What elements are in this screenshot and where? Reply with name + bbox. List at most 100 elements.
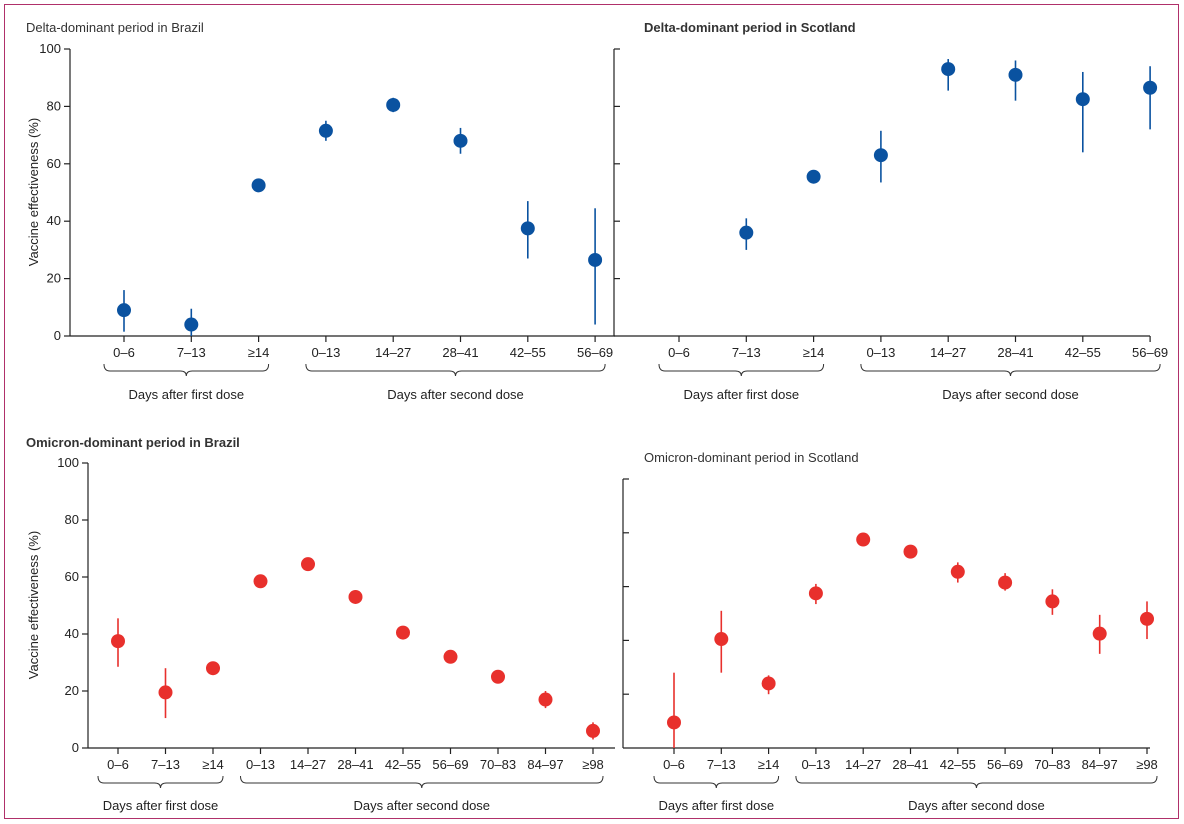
y-tick-label: 20 bbox=[65, 683, 79, 698]
data-point bbox=[251, 178, 266, 193]
x-tick-label: 28–41 bbox=[337, 757, 373, 772]
group-brace bbox=[795, 775, 1158, 789]
x-tick-label: 14–27 bbox=[375, 345, 411, 360]
data-point bbox=[588, 252, 603, 267]
data-point bbox=[443, 649, 458, 664]
data-point bbox=[1008, 67, 1023, 82]
data-point bbox=[714, 632, 729, 647]
x-tick-label: 28–41 bbox=[892, 757, 928, 772]
data-point bbox=[453, 133, 468, 148]
panel-title-omicron-scotland: Omicron-dominant period in Scotland bbox=[644, 450, 859, 465]
data-point bbox=[396, 625, 410, 640]
y-tick-label: 20 bbox=[47, 271, 61, 286]
data-point bbox=[856, 532, 871, 547]
x-tick-label: 56–69 bbox=[987, 757, 1023, 772]
x-tick-label: 0–13 bbox=[246, 757, 275, 772]
x-tick-label: 56–69 bbox=[432, 757, 468, 772]
x-tick-label: 70–83 bbox=[480, 757, 516, 772]
y-tick-label: 80 bbox=[65, 512, 79, 527]
data-point bbox=[206, 661, 220, 676]
data-point bbox=[318, 123, 333, 138]
data-point bbox=[253, 574, 268, 589]
data-point bbox=[111, 634, 125, 649]
data-point bbox=[386, 97, 401, 112]
x-tick-label: 42–55 bbox=[1065, 345, 1101, 360]
panel-omicron-scotland: Omicron-dominant period in Scotland 0–6 7… bbox=[622, 450, 1158, 813]
data-point bbox=[941, 62, 956, 77]
x-tick-label: 0–6 bbox=[668, 345, 690, 360]
y-tick-label: 0 bbox=[54, 328, 61, 343]
figure-frame bbox=[4, 4, 1179, 819]
data-point bbox=[586, 723, 600, 738]
x-tick-label: ≥14 bbox=[202, 757, 224, 772]
x-tick-label: ≥98 bbox=[582, 757, 604, 772]
y-tick-label: 60 bbox=[65, 569, 79, 584]
data-point bbox=[903, 544, 918, 559]
x-tick-label: ≥14 bbox=[248, 345, 270, 360]
y-axis-label-omicron-brazil: Vaccine effectiveness (%) bbox=[26, 531, 41, 679]
data-point bbox=[667, 715, 681, 730]
x-tick-label: 14–27 bbox=[930, 345, 966, 360]
data-point bbox=[1143, 80, 1158, 95]
data-point bbox=[117, 303, 131, 318]
x-tick-label: 42–55 bbox=[510, 345, 546, 360]
group-brace bbox=[103, 363, 270, 377]
x-tick-label: ≥14 bbox=[803, 345, 825, 360]
group-label: Days after first dose bbox=[683, 387, 799, 402]
x-tick-label: 56–69 bbox=[577, 345, 613, 360]
group-label: Days after first dose bbox=[658, 798, 774, 813]
x-tick-label: 28–41 bbox=[997, 345, 1033, 360]
y-tick-label: 0 bbox=[72, 740, 79, 755]
x-tick-label: 0–6 bbox=[113, 345, 135, 360]
data-point bbox=[158, 685, 173, 700]
group-brace bbox=[97, 775, 224, 789]
data-point bbox=[538, 692, 553, 707]
x-tick-label: 14–27 bbox=[290, 757, 326, 772]
y-tick-label: 40 bbox=[65, 626, 79, 641]
data-point bbox=[301, 557, 315, 572]
x-tick-label: 84–97 bbox=[1082, 757, 1118, 772]
group-label: Days after second dose bbox=[908, 798, 1045, 813]
x-tick-label: 42–55 bbox=[940, 757, 976, 772]
y-tick-label: 40 bbox=[47, 213, 61, 228]
data-point bbox=[184, 317, 199, 332]
x-tick-label: ≥14 bbox=[758, 757, 780, 772]
panel-title-delta-brazil: Delta-dominant period in Brazil bbox=[26, 20, 204, 35]
x-tick-label: 0–13 bbox=[866, 345, 895, 360]
panel-title-delta-scotland: Delta-dominant period in Scotland bbox=[644, 20, 856, 35]
x-tick-label: 7–13 bbox=[177, 345, 206, 360]
x-tick-label: 14–27 bbox=[845, 757, 881, 772]
x-tick-label: 84–97 bbox=[527, 757, 563, 772]
data-point bbox=[491, 669, 505, 684]
data-point bbox=[520, 221, 535, 236]
data-point bbox=[806, 169, 821, 184]
x-tick-label: ≥98 bbox=[1136, 757, 1158, 772]
group-label: Days after first dose bbox=[103, 798, 219, 813]
data-point bbox=[1045, 594, 1060, 609]
group-brace bbox=[240, 775, 604, 789]
x-tick-label: 42–55 bbox=[385, 757, 421, 772]
data-point bbox=[998, 575, 1013, 590]
data-point bbox=[950, 564, 965, 579]
data-point bbox=[1140, 611, 1154, 626]
group-label: Days after second dose bbox=[942, 387, 1079, 402]
group-brace bbox=[658, 363, 825, 377]
y-tick-label: 60 bbox=[47, 156, 61, 171]
y-tick-label: 100 bbox=[39, 41, 61, 56]
x-tick-label: 7–13 bbox=[707, 757, 736, 772]
x-tick-label: 0–13 bbox=[801, 757, 830, 772]
group-brace bbox=[305, 363, 606, 377]
x-tick-label: 7–13 bbox=[732, 345, 761, 360]
y-tick-label: 100 bbox=[57, 455, 79, 470]
panel-title-omicron-brazil: Omicron-dominant period in Brazil bbox=[26, 435, 240, 450]
data-point bbox=[761, 676, 776, 691]
x-tick-label: 28–41 bbox=[442, 345, 478, 360]
group-brace bbox=[860, 363, 1161, 377]
x-tick-label: 0–6 bbox=[107, 757, 129, 772]
panel-delta-brazil: Delta-dominant period in Brazil Vaccine … bbox=[26, 20, 615, 402]
x-tick-label: 7–13 bbox=[151, 757, 180, 772]
data-point bbox=[1092, 626, 1107, 641]
group-label: Days after second dose bbox=[353, 798, 490, 813]
group-label: Days after second dose bbox=[387, 387, 524, 402]
